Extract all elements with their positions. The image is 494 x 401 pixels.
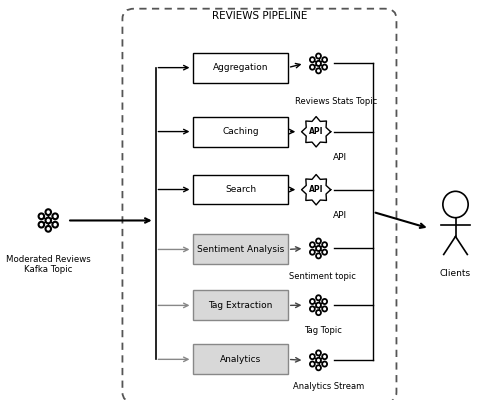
Text: Search: Search	[225, 185, 256, 194]
Text: Tag Extraction: Tag Extraction	[208, 301, 273, 310]
Text: API: API	[309, 127, 324, 136]
Ellipse shape	[443, 191, 468, 218]
Ellipse shape	[316, 350, 321, 355]
Ellipse shape	[39, 222, 44, 227]
Text: Sentiment Analysis: Sentiment Analysis	[197, 245, 284, 254]
Text: Clients: Clients	[440, 269, 471, 278]
FancyBboxPatch shape	[193, 344, 288, 374]
Ellipse shape	[322, 57, 327, 62]
Text: Analytics Stream: Analytics Stream	[293, 381, 365, 391]
Ellipse shape	[322, 249, 327, 255]
Ellipse shape	[316, 61, 321, 66]
Text: API: API	[332, 211, 347, 220]
Ellipse shape	[316, 246, 321, 251]
Ellipse shape	[316, 310, 321, 315]
Ellipse shape	[316, 253, 321, 258]
Ellipse shape	[322, 65, 327, 70]
Ellipse shape	[322, 299, 327, 304]
FancyBboxPatch shape	[193, 174, 288, 205]
Text: Tag Topic: Tag Topic	[304, 326, 342, 335]
FancyBboxPatch shape	[193, 290, 288, 320]
Ellipse shape	[322, 354, 327, 359]
Ellipse shape	[39, 213, 44, 219]
Ellipse shape	[316, 303, 321, 308]
Ellipse shape	[316, 53, 321, 59]
Ellipse shape	[310, 361, 315, 367]
Ellipse shape	[310, 306, 315, 312]
Ellipse shape	[316, 295, 321, 300]
Text: API: API	[332, 153, 347, 162]
Ellipse shape	[322, 242, 327, 247]
Ellipse shape	[310, 57, 315, 62]
Ellipse shape	[45, 226, 51, 232]
Ellipse shape	[316, 68, 321, 73]
Text: Reviews Stats Topic: Reviews Stats Topic	[295, 97, 377, 105]
Text: API: API	[309, 185, 324, 194]
FancyBboxPatch shape	[193, 53, 288, 83]
Ellipse shape	[45, 209, 51, 215]
Ellipse shape	[52, 222, 58, 227]
Text: Caching: Caching	[222, 127, 259, 136]
Text: REVIEWS PIPELINE: REVIEWS PIPELINE	[212, 11, 307, 21]
Ellipse shape	[310, 242, 315, 247]
Text: Moderated Reviews
Kafka Topic: Moderated Reviews Kafka Topic	[6, 255, 90, 274]
Text: Analytics: Analytics	[220, 355, 261, 364]
Text: Sentiment topic: Sentiment topic	[289, 271, 356, 281]
Ellipse shape	[310, 354, 315, 359]
Polygon shape	[301, 117, 330, 147]
Ellipse shape	[316, 365, 321, 370]
Ellipse shape	[322, 361, 327, 367]
Ellipse shape	[322, 306, 327, 312]
FancyBboxPatch shape	[193, 117, 288, 146]
Ellipse shape	[45, 218, 51, 223]
Polygon shape	[301, 174, 330, 205]
Text: Aggregation: Aggregation	[213, 63, 268, 72]
Ellipse shape	[310, 299, 315, 304]
FancyBboxPatch shape	[123, 9, 397, 401]
Ellipse shape	[310, 65, 315, 70]
Ellipse shape	[316, 239, 321, 243]
Ellipse shape	[316, 358, 321, 363]
Ellipse shape	[52, 213, 58, 219]
Ellipse shape	[310, 249, 315, 255]
FancyBboxPatch shape	[193, 235, 288, 264]
